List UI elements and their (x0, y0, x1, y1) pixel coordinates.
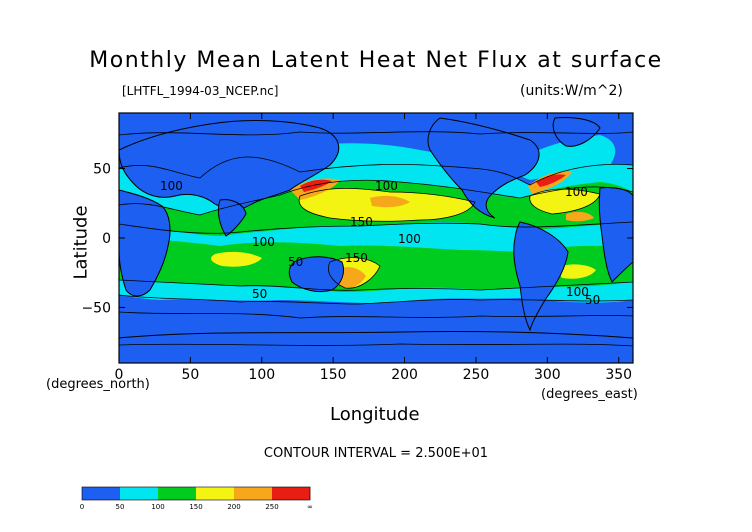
land-eurasia (119, 120, 340, 210)
contour-label: 100 (252, 235, 275, 249)
flux-orange-north-pacific (370, 195, 410, 208)
file-label: [LHTFL_1994-03_NCEP.nc] (122, 84, 279, 98)
land-antarctica (119, 330, 633, 363)
colorbar-swatch (139, 487, 159, 500)
colorbar-swatch (291, 487, 311, 500)
land-north-america (427, 117, 540, 219)
flux-yellow-south-atlantic (555, 264, 596, 279)
contour-line (328, 257, 381, 289)
map-field: 100 100 150 100 100 150 50 100 50 50 100 (119, 113, 633, 363)
contour-label: 150 (345, 251, 368, 265)
colorbar-swatch (253, 487, 273, 500)
contour-line (119, 311, 633, 319)
x-tick-label: 0 (115, 367, 124, 383)
colorbar-tick-label: ∞ (307, 503, 313, 511)
y-tick-label: −50 (81, 300, 111, 316)
flux-red-kuroshio (300, 179, 332, 192)
x-axis-ticks: 0 50 100 150 200 250 300 350 (115, 113, 632, 383)
y-axis-ticks: 50 0 −50 (81, 162, 633, 316)
x-unit-label: (degrees_east) (541, 387, 638, 402)
colorbar-swatch (120, 487, 140, 500)
x-tick-label: 200 (391, 367, 418, 383)
x-tick-label: 150 (320, 367, 347, 383)
colorbar-frame (81, 486, 311, 501)
contour-label: 100 (398, 232, 421, 246)
colorbar: 0 50 100 150 200 250 ∞ (80, 486, 313, 511)
colorbar-tick-label: 100 (151, 503, 164, 511)
y-tick-label: 50 (93, 162, 111, 178)
contour-label: 100 (160, 179, 183, 193)
contour-label: 50 (288, 255, 303, 269)
flux-orange-south-atlantic (566, 211, 594, 222)
flux-red-gulf-stream (536, 174, 566, 187)
land-greenland (552, 117, 601, 147)
colorbar-tick-label: 250 (265, 503, 278, 511)
land-africa (119, 189, 171, 297)
contour-label: 100 (565, 185, 588, 199)
colorbar-swatch (177, 487, 197, 500)
colorbar-swatch (101, 487, 121, 500)
contour-line (119, 131, 633, 136)
colorbar-swatch (82, 487, 102, 500)
y-tick-label: 0 (102, 231, 111, 247)
x-tick-label: 350 (605, 367, 632, 383)
contour-label: 50 (252, 287, 267, 301)
x-tick-label: 100 (248, 367, 275, 383)
contour-label: 100 (375, 179, 398, 193)
colorbar-tick-label: 0 (80, 503, 84, 511)
contour-line (298, 187, 476, 222)
y-unit-label: (degrees_north) (46, 377, 150, 392)
colorbar-tick-label: 150 (189, 503, 202, 511)
map-title: Monthly Mean Latent Heat Net Flux at sur… (89, 48, 663, 73)
contour-line (119, 279, 633, 291)
contour-line (119, 221, 633, 234)
flux-yellow-south-indian (210, 251, 262, 267)
contour-lines (119, 131, 633, 347)
contour-line (119, 343, 633, 347)
contour-label: 150 (350, 215, 373, 229)
colorbar-swatch (196, 487, 216, 500)
contour-line (529, 188, 601, 215)
contour-label: 50 (585, 293, 600, 307)
flux-orange-east-australia (338, 267, 366, 289)
flux-orange-kuroshio (290, 178, 340, 200)
colorbar-tick-label: 50 (116, 503, 125, 511)
contour-label-group: 100 100 150 100 100 150 50 100 50 50 100 (160, 179, 600, 307)
x-tick-label: 250 (463, 367, 490, 383)
x-tick-label: 300 (534, 367, 561, 383)
x-axis-label: Longitude (330, 404, 420, 425)
units-label: (units:W/m^2) (520, 83, 623, 99)
colorbar-swatch (215, 487, 235, 500)
contour-interval-text: CONTOUR INTERVAL = 2.500E+01 (263, 446, 489, 461)
colorbar-swatch (272, 487, 292, 500)
contour-line (119, 156, 633, 186)
contour-label: 100 (566, 285, 589, 299)
colorbar-swatch (158, 487, 178, 500)
land-south-america (513, 221, 569, 332)
colorbar-tick-label: 200 (227, 503, 240, 511)
land-india (217, 199, 247, 237)
colorbar-swatch (234, 487, 254, 500)
contour-line (119, 294, 633, 305)
x-tick-label: 50 (181, 367, 199, 383)
